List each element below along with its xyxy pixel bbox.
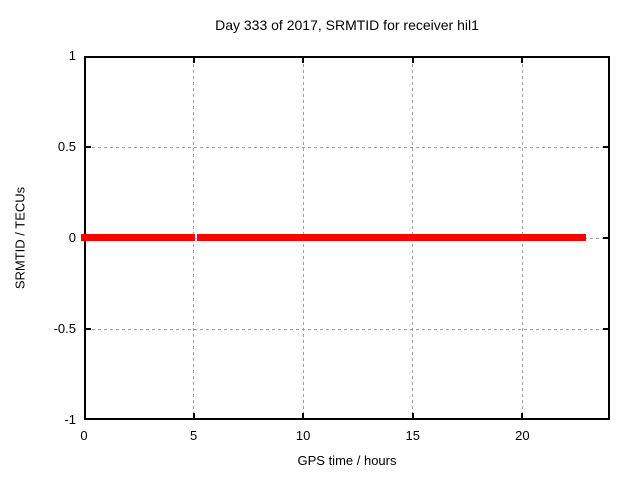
x-tick-mark: [521, 58, 524, 63]
plot-title: Day 333 of 2017, SRMTID for receiver hil…: [215, 17, 479, 33]
x-tick-mark: [302, 58, 305, 63]
y-tick-mark: [86, 146, 91, 148]
x-tick-mark: [192, 413, 195, 418]
y-tick-mark: [603, 328, 608, 330]
y-tick-label: 0.5: [57, 139, 76, 154]
x-tick-mark: [521, 413, 524, 418]
x-tick-mark: [302, 413, 305, 418]
y-tick-label: -0.5: [53, 321, 76, 336]
y-gridline: [86, 328, 608, 330]
x-tick-label: 10: [295, 428, 311, 443]
y-tick-label: 1: [68, 48, 76, 63]
x-tick-label: 15: [405, 428, 420, 443]
x-tick-label: 0: [80, 428, 88, 443]
y-tick-mark: [603, 146, 608, 148]
x-tick-label: 20: [515, 428, 530, 443]
x-tick-mark: [411, 58, 414, 63]
data-series-segment: [81, 234, 196, 241]
y-tick-mark: [86, 328, 91, 330]
y-tick-label: 0: [68, 230, 76, 245]
y-gridline: [86, 146, 608, 148]
x-tick-label: 5: [189, 428, 198, 443]
x-axis-label: GPS time / hours: [297, 453, 397, 468]
y-tick-mark: [603, 237, 608, 239]
y-tick-label: -1: [64, 412, 76, 427]
x-tick-mark: [411, 413, 414, 418]
data-series-segment: [197, 234, 586, 241]
x-tick-mark: [192, 58, 195, 63]
